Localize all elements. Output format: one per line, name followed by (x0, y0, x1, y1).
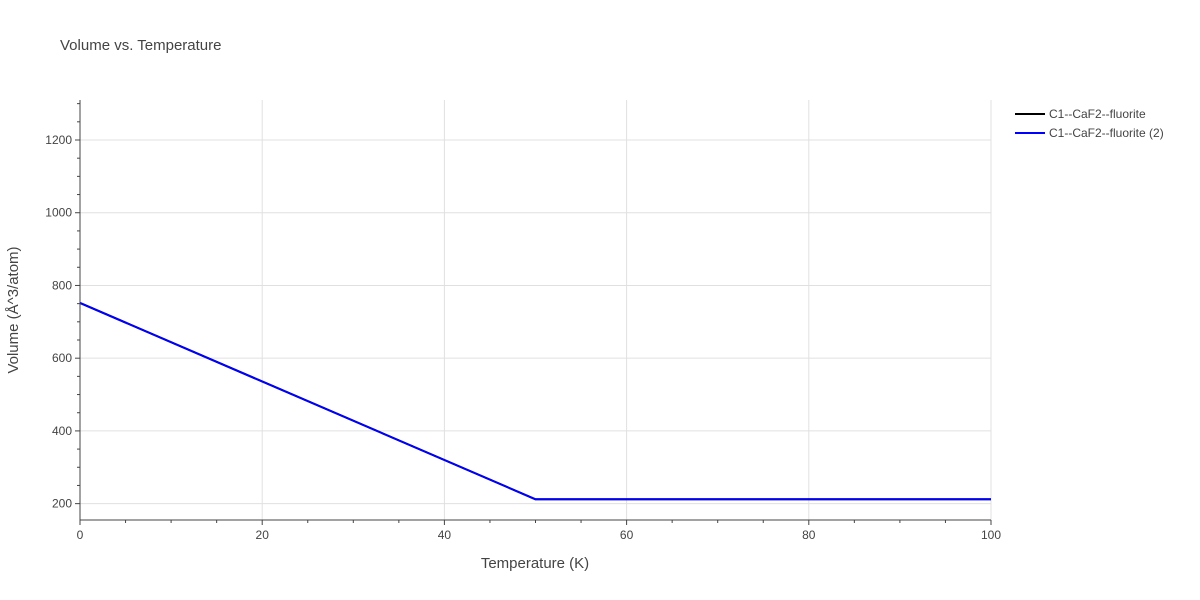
y-tick-label: 400 (52, 424, 72, 438)
x-tick-label: 100 (981, 528, 1001, 542)
series-line-2 (79, 301, 991, 501)
y-tick-label: 200 (52, 497, 72, 511)
x-axis-title: Temperature (K) (481, 555, 589, 572)
legend-label: C1--CaF2--fluorite (2) (1049, 126, 1164, 140)
x-tick-label: 80 (802, 528, 816, 542)
grid-lines (80, 100, 992, 520)
x-tick-label: 60 (620, 528, 634, 542)
legend-label: C1--CaF2--fluorite (1049, 107, 1146, 121)
legend-item-2[interactable]: C1--CaF2--fluorite (2) (1015, 126, 1164, 140)
series-line-1 (79, 301, 991, 501)
y-tick-label: 600 (52, 351, 72, 365)
y-axis-title: Volume (Å^3/atom) (5, 246, 22, 373)
x-tick-label: 40 (438, 528, 452, 542)
y-tick-label: 800 (52, 278, 72, 292)
y-tick-label: 1200 (45, 133, 72, 147)
x-tick-label: 20 (256, 528, 270, 542)
legend[interactable]: C1--CaF2--fluorite C1--CaF2--fluorite (2) (1015, 107, 1164, 140)
y-tick-label: 1000 (45, 206, 72, 220)
legend-item-1[interactable]: C1--CaF2--fluorite (1015, 107, 1146, 121)
series-lines (79, 301, 991, 501)
axes: 0 20 40 60 80 100 200 400 600 800 1000 1200 (45, 100, 1001, 542)
x-tick-label: 0 (77, 528, 84, 542)
chart-title: Volume vs. Temperature (60, 37, 221, 54)
